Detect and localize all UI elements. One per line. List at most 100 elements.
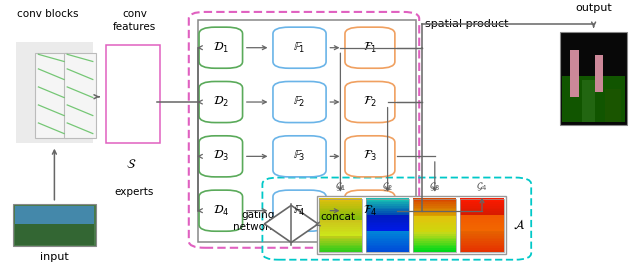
- FancyBboxPatch shape: [413, 237, 456, 239]
- FancyBboxPatch shape: [413, 209, 456, 211]
- Text: $\mathcal{D}_3$: $\mathcal{D}_3$: [212, 149, 229, 164]
- FancyBboxPatch shape: [413, 250, 456, 252]
- FancyBboxPatch shape: [460, 216, 504, 218]
- Text: $\mathcal{F}_1$: $\mathcal{F}_1$: [363, 41, 377, 55]
- FancyBboxPatch shape: [413, 200, 456, 202]
- FancyBboxPatch shape: [199, 82, 243, 122]
- Text: $\mathcal{G}_4$: $\mathcal{G}_4$: [476, 181, 488, 193]
- FancyBboxPatch shape: [319, 213, 362, 215]
- FancyBboxPatch shape: [413, 198, 456, 201]
- FancyBboxPatch shape: [366, 237, 410, 239]
- FancyBboxPatch shape: [460, 200, 504, 202]
- FancyBboxPatch shape: [366, 225, 410, 227]
- FancyBboxPatch shape: [319, 248, 362, 250]
- FancyBboxPatch shape: [366, 232, 410, 234]
- FancyBboxPatch shape: [319, 250, 362, 252]
- FancyBboxPatch shape: [460, 230, 504, 232]
- FancyBboxPatch shape: [460, 239, 504, 241]
- FancyBboxPatch shape: [460, 228, 504, 231]
- Text: $\mathbb{F}_4$: $\mathbb{F}_4$: [293, 204, 306, 218]
- FancyBboxPatch shape: [366, 250, 410, 252]
- FancyBboxPatch shape: [366, 216, 410, 218]
- Text: output: output: [575, 3, 612, 13]
- FancyBboxPatch shape: [460, 222, 504, 223]
- FancyBboxPatch shape: [319, 237, 362, 239]
- FancyBboxPatch shape: [595, 55, 603, 92]
- Text: $\mathcal{G}_1$: $\mathcal{G}_1$: [335, 181, 346, 193]
- FancyBboxPatch shape: [366, 213, 410, 215]
- FancyBboxPatch shape: [413, 236, 456, 238]
- FancyBboxPatch shape: [413, 234, 456, 236]
- FancyBboxPatch shape: [460, 250, 504, 252]
- FancyBboxPatch shape: [366, 206, 410, 207]
- FancyBboxPatch shape: [460, 209, 504, 211]
- FancyBboxPatch shape: [460, 248, 504, 250]
- FancyBboxPatch shape: [319, 214, 362, 217]
- FancyBboxPatch shape: [319, 204, 362, 206]
- FancyBboxPatch shape: [413, 222, 456, 223]
- FancyBboxPatch shape: [319, 227, 362, 229]
- FancyBboxPatch shape: [366, 200, 410, 202]
- FancyBboxPatch shape: [319, 209, 362, 211]
- FancyBboxPatch shape: [319, 216, 362, 218]
- Polygon shape: [264, 205, 318, 242]
- FancyBboxPatch shape: [460, 234, 504, 236]
- FancyBboxPatch shape: [319, 232, 362, 234]
- FancyBboxPatch shape: [319, 202, 362, 204]
- Text: conv
features: conv features: [113, 9, 156, 32]
- FancyBboxPatch shape: [413, 230, 456, 232]
- FancyBboxPatch shape: [106, 45, 160, 143]
- FancyBboxPatch shape: [582, 80, 595, 122]
- FancyBboxPatch shape: [366, 223, 410, 225]
- FancyBboxPatch shape: [366, 214, 410, 217]
- FancyBboxPatch shape: [413, 220, 456, 222]
- Text: gating
network: gating network: [233, 210, 275, 232]
- FancyBboxPatch shape: [319, 207, 362, 209]
- FancyBboxPatch shape: [366, 248, 410, 250]
- FancyBboxPatch shape: [366, 202, 410, 204]
- FancyBboxPatch shape: [345, 82, 395, 122]
- FancyBboxPatch shape: [460, 218, 504, 220]
- Text: $\mathcal{S}$: $\mathcal{S}$: [126, 158, 136, 171]
- FancyBboxPatch shape: [64, 53, 96, 138]
- Text: concat: concat: [321, 212, 356, 222]
- FancyBboxPatch shape: [199, 27, 243, 68]
- FancyBboxPatch shape: [413, 213, 456, 215]
- Text: $\mathcal{A}$: $\mathcal{A}$: [513, 219, 525, 232]
- FancyBboxPatch shape: [319, 222, 362, 223]
- FancyBboxPatch shape: [366, 209, 410, 211]
- FancyBboxPatch shape: [460, 244, 504, 246]
- FancyBboxPatch shape: [319, 211, 362, 213]
- FancyBboxPatch shape: [317, 196, 506, 254]
- FancyBboxPatch shape: [120, 54, 131, 134]
- FancyBboxPatch shape: [460, 211, 504, 213]
- FancyBboxPatch shape: [413, 243, 456, 245]
- FancyBboxPatch shape: [413, 244, 456, 246]
- FancyBboxPatch shape: [319, 243, 362, 245]
- FancyBboxPatch shape: [460, 232, 504, 234]
- FancyBboxPatch shape: [273, 82, 326, 122]
- FancyBboxPatch shape: [15, 224, 94, 245]
- FancyBboxPatch shape: [366, 218, 410, 220]
- FancyBboxPatch shape: [366, 246, 410, 248]
- FancyBboxPatch shape: [319, 228, 362, 231]
- FancyBboxPatch shape: [319, 223, 362, 225]
- FancyBboxPatch shape: [413, 207, 456, 209]
- FancyBboxPatch shape: [273, 27, 326, 68]
- FancyBboxPatch shape: [460, 202, 504, 204]
- FancyBboxPatch shape: [345, 136, 395, 177]
- Text: $\mathcal{G}_2$: $\mathcal{G}_2$: [382, 181, 393, 193]
- FancyBboxPatch shape: [319, 206, 362, 207]
- FancyBboxPatch shape: [115, 51, 141, 137]
- FancyBboxPatch shape: [319, 246, 362, 248]
- FancyBboxPatch shape: [413, 232, 456, 234]
- FancyBboxPatch shape: [366, 243, 410, 245]
- FancyBboxPatch shape: [319, 234, 362, 236]
- FancyBboxPatch shape: [460, 236, 504, 238]
- FancyBboxPatch shape: [319, 236, 362, 238]
- FancyBboxPatch shape: [366, 207, 410, 209]
- FancyBboxPatch shape: [366, 236, 410, 238]
- FancyBboxPatch shape: [460, 213, 504, 215]
- Text: $\mathbb{F}_1$: $\mathbb{F}_1$: [294, 41, 305, 55]
- FancyBboxPatch shape: [366, 211, 410, 213]
